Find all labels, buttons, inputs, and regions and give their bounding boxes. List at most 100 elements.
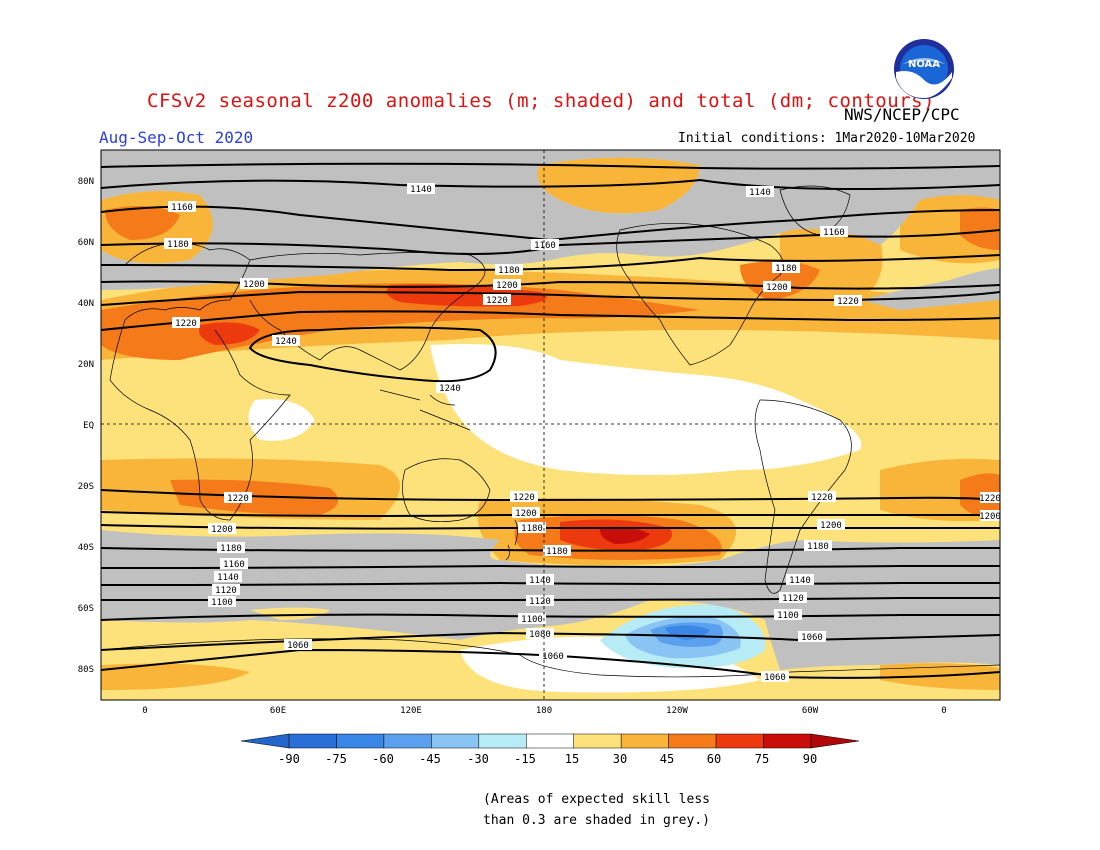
skill-note-line1: (Areas of expected skill less — [483, 792, 710, 807]
initial-conditions: Initial conditions: 1Mar2020-10Mar2020 — [678, 131, 976, 146]
svg-text:1220: 1220 — [513, 493, 535, 503]
lat-ticks: 80N 60N 40N 20N EQ 20S 40S 60S 80S — [78, 177, 94, 675]
forecast-period: Aug-Sep-Oct 2020 — [99, 128, 254, 147]
svg-text:1120: 1120 — [782, 594, 804, 604]
lat-tick-60s: 60S — [78, 604, 94, 614]
contour-label-1200: 1200 — [208, 523, 236, 535]
contour-label-1200: 1200 — [240, 278, 268, 290]
contour-label-1220: 1220 — [510, 491, 538, 503]
contour-label-1220: 1220 — [808, 491, 836, 503]
lat-tick-80s: 80S — [78, 665, 94, 675]
svg-text:1060: 1060 — [764, 673, 786, 683]
svg-text:1200: 1200 — [820, 521, 842, 531]
contour-label-1200: 1200 — [512, 507, 540, 519]
contour-label-1100: 1100 — [518, 613, 546, 625]
svg-text:1140: 1140 — [410, 185, 432, 195]
lat-tick-40s: 40S — [78, 543, 94, 553]
lon-tick-120e: 120E — [400, 706, 422, 716]
svg-text:1240: 1240 — [275, 337, 297, 347]
contour-label-1120: 1120 — [526, 595, 554, 607]
svg-text:1220: 1220 — [486, 296, 508, 306]
noaa-logo-icon: NOAA — [894, 39, 954, 99]
lat-tick-60n: 60N — [78, 238, 94, 248]
contour-label-1220: 1220 — [979, 492, 1001, 504]
contour-label-1120: 1120 — [779, 592, 807, 604]
lon-ticks: 0 60E 120E 180 120W 60W 0 — [142, 706, 946, 716]
contour-label-1180: 1180 — [804, 540, 832, 552]
lon-tick-0: 0 — [142, 706, 147, 716]
svg-text:1200: 1200 — [211, 525, 233, 535]
contour-label-1180: 1180 — [217, 542, 245, 554]
svg-text:1200: 1200 — [243, 280, 265, 290]
svg-text:1140: 1140 — [217, 573, 239, 583]
svg-text:1180: 1180 — [167, 240, 189, 250]
contour-label-1220: 1220 — [834, 295, 862, 307]
contour-label-1180: 1180 — [518, 522, 546, 534]
contour-label-1140: 1140 — [526, 574, 554, 586]
contour-label-1200: 1200 — [763, 281, 791, 293]
svg-text:1160: 1160 — [823, 228, 845, 238]
lon-tick-120w: 120W — [666, 706, 688, 716]
svg-text:1240: 1240 — [439, 384, 461, 394]
contour-label-1200: 1200 — [493, 279, 521, 291]
svg-text:1220: 1220 — [979, 494, 1001, 504]
coastlines — [101, 185, 1000, 678]
contour-label-1080: 1080 — [526, 628, 554, 640]
contour-label-1180: 1180 — [164, 238, 192, 250]
chart-title: CFSv2 seasonal z200 anomalies (m; shaded… — [147, 90, 935, 112]
lon-tick-60e: 60E — [270, 706, 286, 716]
contour-label-1160: 1160 — [531, 239, 559, 251]
svg-text:1180: 1180 — [220, 544, 242, 554]
svg-text:1140: 1140 — [789, 576, 811, 586]
contour-label-1140: 1140 — [786, 574, 814, 586]
contour-labels: 1240 1240 1220 1220 1220 1220 1220 1220 … — [164, 183, 1001, 683]
map-frame — [100, 149, 1001, 701]
contour-label-1220: 1220 — [224, 492, 252, 504]
lat-tick-20n: 20N — [78, 360, 94, 370]
svg-text:1160: 1160 — [223, 560, 245, 570]
lat-tick-20s: 20S — [78, 482, 94, 492]
lat-tick-40n: 40N — [78, 299, 94, 309]
svg-text:1120: 1120 — [529, 597, 551, 607]
lon-tick-60w: 60W — [802, 706, 819, 716]
svg-text:1220: 1220 — [227, 494, 249, 504]
contour-label-1200: 1200 — [979, 510, 1001, 522]
lon-tick-0-east: 0 — [941, 706, 946, 716]
svg-text:1220: 1220 — [837, 297, 859, 307]
svg-text:1120: 1120 — [215, 586, 237, 596]
svg-text:1140: 1140 — [529, 576, 551, 586]
org-label: NWS/NCEP/CPC — [844, 105, 960, 124]
skill-note-line2: than 0.3 are shaded in grey.) — [483, 813, 710, 828]
contour-label-1060: 1060 — [761, 671, 789, 683]
svg-text:1060: 1060 — [542, 652, 564, 662]
svg-text:1100: 1100 — [777, 611, 799, 621]
contour-label-1180: 1180 — [495, 264, 523, 276]
svg-text:1100: 1100 — [211, 598, 233, 608]
svg-text:1200: 1200 — [766, 283, 788, 293]
contour-label-1120: 1120 — [212, 584, 240, 596]
svg-text:1220: 1220 — [175, 319, 197, 329]
contour-label-1100: 1100 — [774, 609, 802, 621]
contour-label-1160: 1160 — [820, 226, 848, 238]
contour-label-1060: 1060 — [284, 639, 312, 651]
contour-label-1160: 1160 — [220, 558, 248, 570]
contour-label-1180: 1180 — [543, 545, 571, 557]
svg-text:1180: 1180 — [775, 264, 797, 274]
lon-tick-180: 180 — [536, 706, 552, 716]
contour-label-1060: 1060 — [539, 650, 567, 662]
svg-text:1200: 1200 — [496, 281, 518, 291]
svg-text:1060: 1060 — [287, 641, 309, 651]
svg-text:1140: 1140 — [749, 188, 771, 198]
contour-label-1060: 1060 — [798, 631, 826, 643]
contour-label-1220: 1220 — [172, 317, 200, 329]
lat-tick-80n: 80N — [78, 177, 94, 187]
contour-label-1100: 1100 — [208, 596, 236, 608]
svg-text:1220: 1220 — [811, 493, 833, 503]
grid-lines — [101, 150, 1000, 700]
contour-label-1220: 1220 — [483, 294, 511, 306]
svg-text:1180: 1180 — [807, 542, 829, 552]
contour-label-1140: 1140 — [407, 183, 435, 195]
contour-label-1140: 1140 — [214, 571, 242, 583]
svg-text:1100: 1100 — [521, 615, 543, 625]
